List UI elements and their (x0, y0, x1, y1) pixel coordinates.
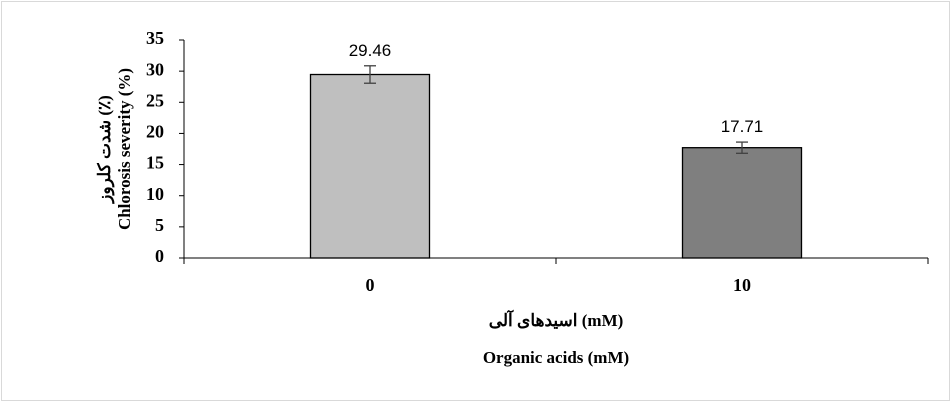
y-tick-label: 25 (146, 90, 164, 110)
y-axis-title-fa: شدت کلروز (٪) (95, 95, 115, 205)
y-tick-label: 0 (155, 246, 164, 266)
x-tick-label: 0 (366, 275, 375, 295)
y-axis-title-en: Chlorosis severity (%) (115, 68, 134, 230)
x-axis-title-en: Organic acids (mM) (483, 348, 629, 367)
y-axis-ticks: 0 5 10 15 20 25 30 35 (146, 28, 184, 266)
bar-0 (309, 73, 431, 259)
y-tick-label: 35 (146, 28, 164, 48)
x-axis-title-fa: اسیدهای آلی (mM) (489, 309, 624, 330)
error-bar (736, 141, 748, 154)
y-tick-label: 5 (155, 215, 164, 235)
x-axis-ticks: 0 10 (183, 258, 929, 295)
error-bar (364, 65, 376, 84)
y-tick-label: 15 (146, 153, 164, 173)
data-label: 29.46 (349, 41, 392, 60)
y-tick-label: 20 (146, 122, 164, 142)
x-tick-label: 10 (733, 275, 751, 295)
bar-10 (681, 147, 803, 259)
bars: 29.46 17.71 (309, 41, 803, 259)
y-tick-label: 30 (146, 59, 164, 79)
data-label: 17.71 (721, 117, 764, 136)
y-tick-label: 10 (146, 184, 164, 204)
